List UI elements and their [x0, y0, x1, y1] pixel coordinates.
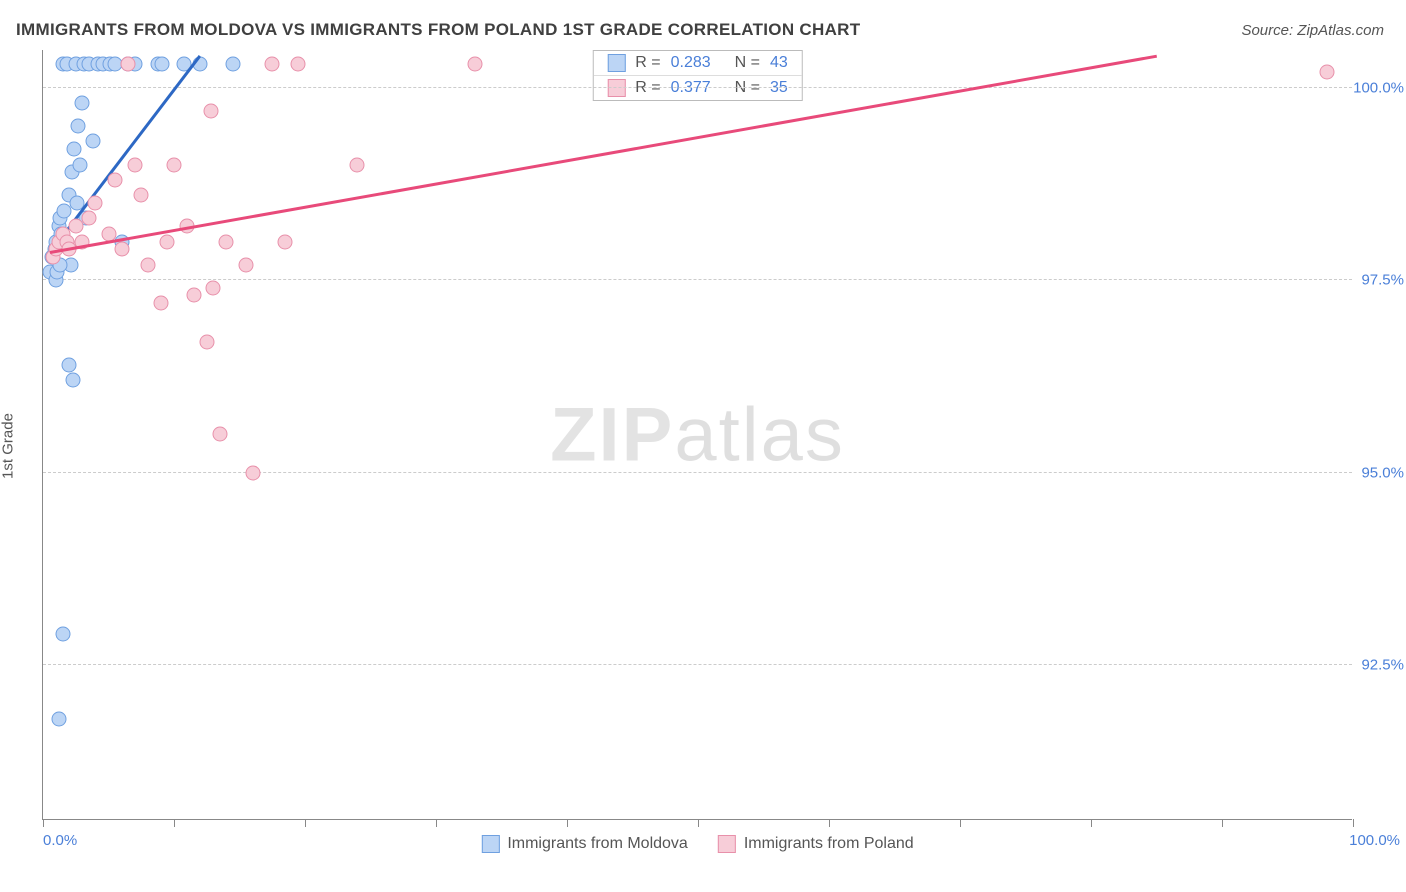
legend-label: Immigrants from Poland	[744, 835, 914, 853]
x-tick	[1353, 819, 1354, 827]
data-point	[62, 357, 77, 372]
x-max-label: 100.0%	[1349, 832, 1400, 849]
source-label: Source: ZipAtlas.com	[1241, 22, 1384, 39]
data-point	[206, 280, 221, 295]
legend-label: Immigrants from Moldova	[507, 835, 688, 853]
watermark: ZIPatlas	[550, 391, 845, 478]
y-tick-label: 95.0%	[1361, 464, 1404, 481]
legend-row: R =0.377N =35	[593, 75, 801, 100]
series-legend: Immigrants from Moldova Immigrants from P…	[481, 835, 913, 853]
y-tick-label: 97.5%	[1361, 272, 1404, 289]
data-point	[199, 334, 214, 349]
x-tick	[305, 819, 306, 827]
data-point	[239, 257, 254, 272]
data-point	[186, 288, 201, 303]
y-tick-label: 100.0%	[1353, 79, 1404, 96]
data-point	[81, 211, 96, 226]
gridline: 92.5%	[43, 664, 1352, 665]
data-point	[114, 242, 129, 257]
x-tick	[960, 819, 961, 827]
data-point	[265, 57, 280, 72]
y-tick-label: 92.5%	[1361, 657, 1404, 674]
legend-swatch	[607, 54, 625, 72]
gridline: 97.5%	[43, 279, 1352, 280]
x-tick	[436, 819, 437, 827]
data-point	[51, 711, 66, 726]
legend-row: R =0.283N =43	[593, 51, 801, 75]
data-point	[278, 234, 293, 249]
legend-swatch	[481, 835, 499, 853]
data-point	[212, 427, 227, 442]
data-point	[55, 627, 70, 642]
data-point	[245, 465, 260, 480]
data-point	[160, 234, 175, 249]
data-point	[225, 57, 240, 72]
data-point	[140, 257, 155, 272]
data-point	[1319, 65, 1334, 80]
data-point	[108, 172, 123, 187]
x-tick	[698, 819, 699, 827]
data-point	[121, 57, 136, 72]
data-point	[127, 157, 142, 172]
data-point	[67, 142, 82, 157]
x-tick	[1091, 819, 1092, 827]
data-point	[71, 119, 86, 134]
x-tick	[567, 819, 568, 827]
x-tick	[829, 819, 830, 827]
data-point	[291, 57, 306, 72]
data-point	[167, 157, 182, 172]
x-tick	[43, 819, 44, 827]
legend-item: Immigrants from Poland	[718, 835, 914, 853]
correlation-legend: R =0.283N =43R =0.377N =35	[592, 50, 802, 101]
scatter-plot: ZIPatlas R =0.283N =43R =0.377N =35 Immi…	[42, 50, 1352, 820]
data-point	[219, 234, 234, 249]
data-point	[153, 296, 168, 311]
x-min-label: 0.0%	[43, 832, 77, 849]
x-tick	[1222, 819, 1223, 827]
y-axis-label: 1st Grade	[0, 413, 17, 479]
data-point	[155, 57, 170, 72]
data-point	[72, 157, 87, 172]
data-point	[66, 373, 81, 388]
legend-swatch	[718, 835, 736, 853]
data-point	[350, 157, 365, 172]
legend-swatch	[607, 79, 625, 97]
data-point	[134, 188, 149, 203]
legend-item: Immigrants from Moldova	[481, 835, 688, 853]
data-point	[88, 196, 103, 211]
data-point	[85, 134, 100, 149]
gridline: 100.0%	[43, 87, 1352, 88]
data-point	[75, 95, 90, 110]
data-point	[203, 103, 218, 118]
x-tick	[174, 819, 175, 827]
chart-title: IMMIGRANTS FROM MOLDOVA VS IMMIGRANTS FR…	[16, 20, 860, 40]
data-point	[468, 57, 483, 72]
gridline: 95.0%	[43, 472, 1352, 473]
